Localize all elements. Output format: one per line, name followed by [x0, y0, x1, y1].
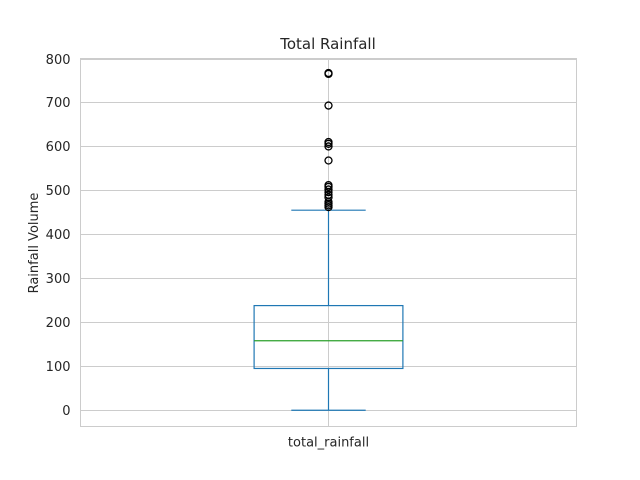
y-tick-label: 500	[46, 184, 71, 199]
outlier-point	[324, 137, 333, 147]
x-tick-labels: total_rainfall	[288, 436, 369, 451]
outlier-point	[324, 190, 333, 199]
y-tick-label: 800	[46, 53, 71, 68]
y-axis-label: Rainfall Volume	[27, 193, 42, 294]
box-iqr	[253, 304, 404, 370]
outlier-point	[324, 193, 333, 202]
box-plot	[253, 68, 404, 411]
outlier-point	[324, 180, 333, 190]
y-tick-label: 200	[46, 316, 71, 331]
outlier-point	[324, 156, 333, 165]
y-tick-label: 300	[46, 272, 71, 287]
outlier-point	[324, 185, 333, 194]
y-tick-labels: 0 100 200 300 400 500 600 700 800	[46, 53, 71, 419]
outlier-point	[324, 101, 333, 110]
outlier-point	[324, 142, 333, 151]
chart-title: Total Rainfall	[279, 35, 376, 53]
y-tick-label: 600	[46, 140, 71, 155]
y-tick-label: 0	[62, 404, 70, 419]
y-tick-label: 100	[46, 360, 71, 375]
y-tick-label: 700	[46, 96, 71, 111]
y-tick-label: 400	[46, 228, 71, 243]
outlier-point	[324, 68, 333, 78]
x-tick-label: total_rainfall	[288, 436, 369, 451]
plot-frame	[80, 58, 577, 427]
